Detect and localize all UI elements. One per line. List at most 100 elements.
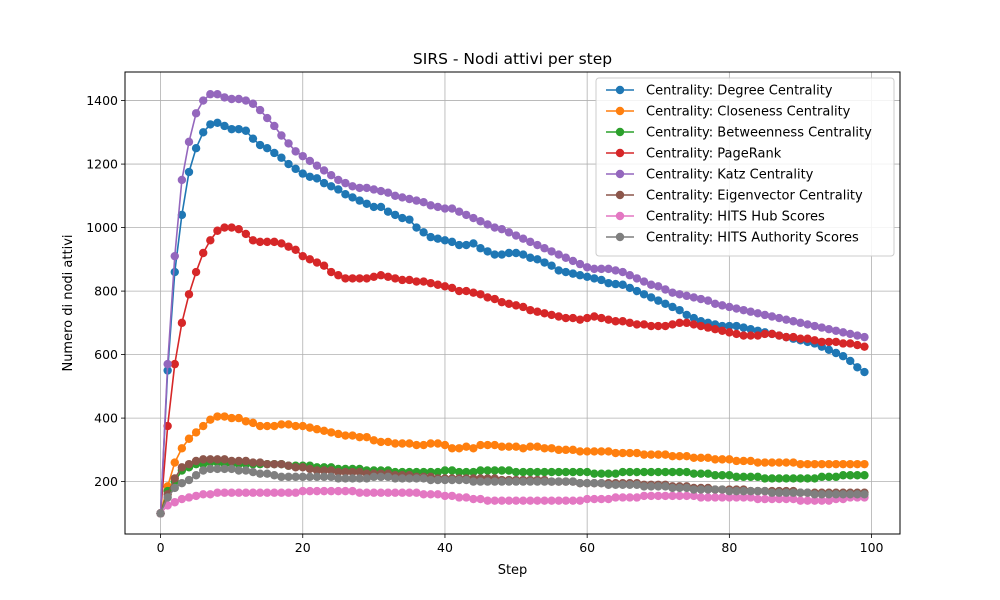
data-point: [305, 472, 315, 482]
data-point: [753, 309, 762, 318]
data-point: [732, 486, 741, 496]
data-point: [725, 302, 734, 312]
data-point: [277, 131, 286, 140]
data-point: [710, 455, 720, 464]
data-point: [682, 310, 691, 320]
data-point: [782, 494, 791, 504]
data-point: [248, 418, 258, 428]
data-point: [199, 490, 208, 499]
legend-marker: [615, 211, 625, 221]
legend-box: [595, 77, 895, 257]
data-point: [476, 244, 485, 253]
data-point: [796, 496, 805, 505]
axes: 0 20 40 60 80 100 200 400 600 800 1000 1200 1400: [86, 93, 883, 555]
data-point: [263, 459, 272, 469]
data-point: [334, 486, 343, 496]
data-point: [838, 328, 848, 337]
data-point: [554, 477, 563, 486]
data-point: [561, 267, 571, 277]
data-point: [348, 274, 357, 283]
data-point: [838, 459, 848, 469]
data-point: [654, 282, 663, 291]
data-point: [817, 496, 826, 505]
data-point: [639, 320, 649, 329]
data-point: [668, 302, 677, 312]
data-point: [853, 459, 862, 469]
data-point: [661, 285, 670, 294]
data-point: [319, 426, 329, 435]
data-point: [782, 488, 791, 497]
data-point: [255, 140, 265, 150]
data-point: [412, 440, 421, 450]
data-point: [341, 486, 350, 496]
data-point: [860, 490, 869, 499]
data-point: [767, 488, 777, 497]
legend-item: Centrality: Betweenness Centrality: [606, 126, 872, 141]
data-point: [284, 242, 293, 251]
legend-marker: [615, 106, 625, 116]
data-point: [476, 466, 485, 475]
data-point: [483, 247, 492, 256]
data-point: [703, 323, 713, 332]
data-point: [774, 474, 784, 483]
data-point: [846, 356, 855, 366]
data-point: [234, 466, 243, 475]
data-point: [853, 490, 862, 499]
data-point: [355, 474, 364, 483]
data-point: [376, 488, 386, 497]
data-point: [568, 269, 578, 278]
data-point: [490, 250, 499, 259]
data-point: [590, 274, 599, 283]
data-point: [426, 475, 435, 485]
data-point: [234, 488, 243, 497]
data-point: [234, 124, 243, 134]
data-point: [760, 494, 770, 504]
data-point: [213, 226, 222, 235]
data-point: [497, 466, 507, 475]
data-point: [618, 480, 627, 489]
data-point: [383, 472, 393, 482]
data-point: [710, 299, 720, 308]
data-point: [497, 496, 507, 505]
data-point: [263, 144, 272, 153]
data-point: [590, 494, 599, 504]
data-point: [540, 444, 549, 453]
data-point: [476, 290, 485, 299]
data-point: [383, 188, 393, 197]
legend-item: Centrality: HITS Hub Scores: [606, 210, 825, 225]
data-point: [575, 259, 585, 269]
data-point: [554, 266, 563, 275]
data-point: [433, 475, 443, 485]
data-point: [369, 202, 379, 212]
data-point: [255, 105, 265, 115]
data-point: [838, 471, 848, 480]
data-point: [675, 452, 684, 461]
data-point: [732, 472, 741, 482]
data-point: [547, 477, 556, 486]
data-point: [277, 459, 286, 469]
data-point: [611, 266, 620, 275]
data-point: [682, 483, 691, 493]
data-point: [710, 471, 720, 480]
data-point: [696, 469, 706, 478]
data-point: [170, 474, 179, 483]
y-tick-label: 800: [94, 284, 118, 299]
data-point: [419, 228, 428, 237]
data-point: [447, 491, 457, 501]
data-point: [518, 477, 528, 486]
data-point: [703, 296, 713, 305]
data-point: [447, 444, 457, 453]
data-point: [469, 213, 478, 223]
data-point: [639, 482, 649, 491]
data-point: [376, 271, 386, 280]
data-point: [263, 488, 272, 497]
data-point: [462, 240, 471, 250]
data-point: [767, 329, 777, 339]
data-point: [668, 491, 677, 501]
data-point: [398, 193, 407, 202]
data-point: [454, 475, 464, 485]
data-point: [803, 320, 812, 329]
data-point: [462, 286, 471, 296]
data-point: [518, 234, 528, 243]
data-point: [654, 482, 663, 491]
